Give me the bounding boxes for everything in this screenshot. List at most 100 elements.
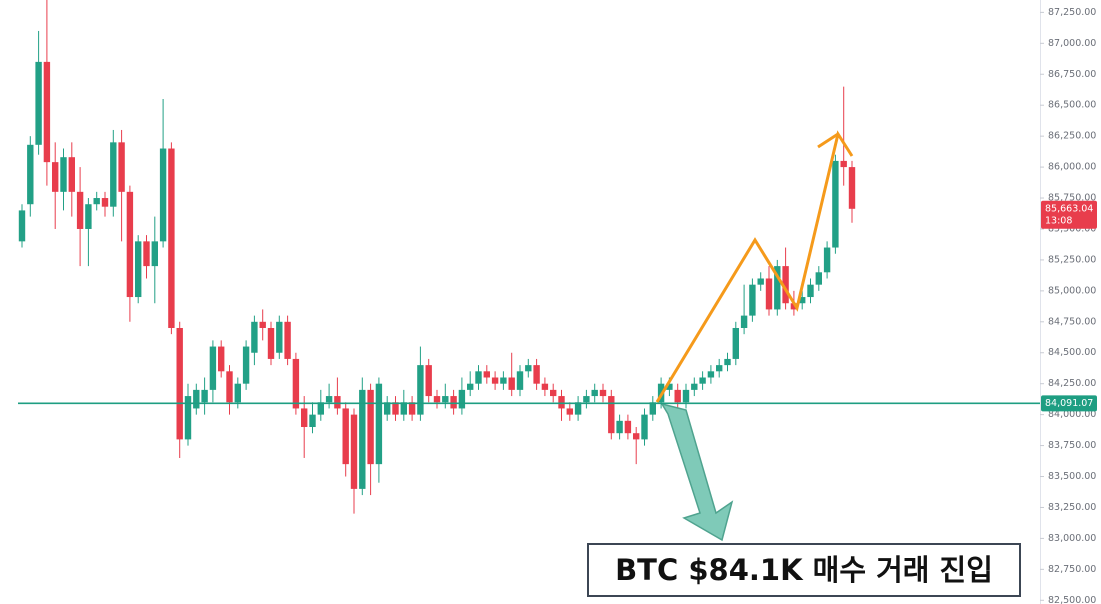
y-tick-label: 84,500.00 (1048, 347, 1096, 358)
candle-body (375, 383, 383, 465)
price-tag (1041, 395, 1097, 412)
candle-body (807, 284, 814, 298)
candle-body (666, 383, 673, 390)
candle-body (126, 191, 134, 298)
candle-body (18, 210, 26, 242)
candle-body (583, 396, 590, 403)
y-tick-label: 86,500.00 (1048, 100, 1096, 111)
candle-body (799, 297, 806, 304)
candle-body (201, 389, 208, 403)
y-tick-label: 86,250.00 (1048, 131, 1096, 142)
candle-body (359, 389, 366, 489)
y-tick-label: 85,250.00 (1048, 254, 1096, 265)
candle-body (525, 365, 532, 372)
candle-body (159, 148, 167, 242)
candle-body (591, 389, 598, 397)
candle-body (442, 396, 449, 403)
y-tick-label: 84,250.00 (1048, 378, 1096, 389)
candle-body (707, 371, 715, 378)
y-tick-label: 84,750.00 (1048, 316, 1096, 327)
annotation-box (587, 543, 1021, 597)
candle-body (574, 402, 582, 415)
candle-body (367, 389, 374, 465)
candle-body (832, 160, 839, 248)
candle-body (309, 414, 316, 428)
candle-body (691, 383, 698, 390)
candle-body (342, 408, 349, 465)
candle-body (110, 142, 117, 207)
candle-body (218, 346, 225, 372)
candle-body (325, 396, 333, 403)
candle-body (765, 278, 773, 310)
candle-body (43, 61, 51, 163)
candle-body (608, 396, 615, 434)
candle-body (408, 402, 416, 415)
candle-body (135, 241, 142, 298)
candle-body (93, 198, 100, 205)
candle-body (52, 162, 59, 192)
candle-body (234, 383, 241, 403)
candle-body (699, 377, 706, 384)
candle-body (641, 414, 648, 440)
trend-line (655, 130, 854, 403)
candle-body (541, 383, 549, 390)
y-tick-label: 86,750.00 (1048, 69, 1096, 80)
candle-body (317, 402, 324, 415)
candles (18, 0, 856, 514)
candle-body (242, 346, 250, 384)
candle-body (823, 247, 831, 273)
y-tick-label: 86,000.00 (1048, 162, 1096, 173)
candle-body (425, 365, 432, 397)
candle-body (599, 389, 607, 397)
candle-body (740, 315, 748, 328)
candle-body (334, 396, 341, 409)
candle-body (815, 272, 822, 285)
candle-body (566, 408, 573, 415)
candle-body (292, 358, 300, 409)
candle-body (101, 198, 109, 207)
candle-body (168, 148, 175, 328)
candle-body (301, 408, 308, 428)
candle-body (450, 396, 457, 409)
candle-body (259, 321, 266, 328)
arrow (660, 402, 734, 542)
candle-body (749, 284, 756, 316)
price-tag-label: 84,091.07 (1045, 398, 1093, 409)
candle-body (483, 371, 490, 378)
candle-body (516, 371, 524, 390)
candle-body (226, 371, 233, 403)
candle-body (790, 303, 798, 310)
candle-body (276, 321, 283, 353)
candle-body (68, 157, 75, 192)
candle-body (417, 365, 424, 415)
candle-body (76, 191, 84, 229)
candle-body (85, 204, 92, 229)
candle-body (624, 420, 632, 434)
trend-line (817, 132, 839, 149)
candle-body (284, 321, 291, 359)
candle-body (251, 321, 258, 353)
candle-body (840, 160, 847, 168)
candle-body (35, 61, 42, 145)
candle-body (27, 144, 34, 205)
candle-body (267, 327, 275, 359)
y-tick-label: 82,500.00 (1048, 595, 1096, 604)
candle-body (384, 402, 391, 415)
candle-body (724, 358, 731, 366)
y-tick-label: 83,000.00 (1048, 533, 1096, 544)
candle-body (392, 402, 399, 415)
candle-body (757, 278, 764, 285)
candle-body (458, 389, 466, 409)
candle-body (400, 402, 407, 415)
y-tick-label: 83,750.00 (1048, 440, 1096, 451)
candle-body (143, 241, 150, 267)
candle-body (774, 266, 781, 310)
candle-body (60, 157, 67, 192)
candle-body (475, 371, 482, 384)
candle-body (782, 266, 789, 304)
candle-body (209, 346, 217, 390)
last-price-label: 85,663.04 (1045, 203, 1093, 214)
candle-body (616, 420, 623, 434)
candle-body (500, 377, 507, 384)
last-price-tag (1041, 200, 1097, 229)
